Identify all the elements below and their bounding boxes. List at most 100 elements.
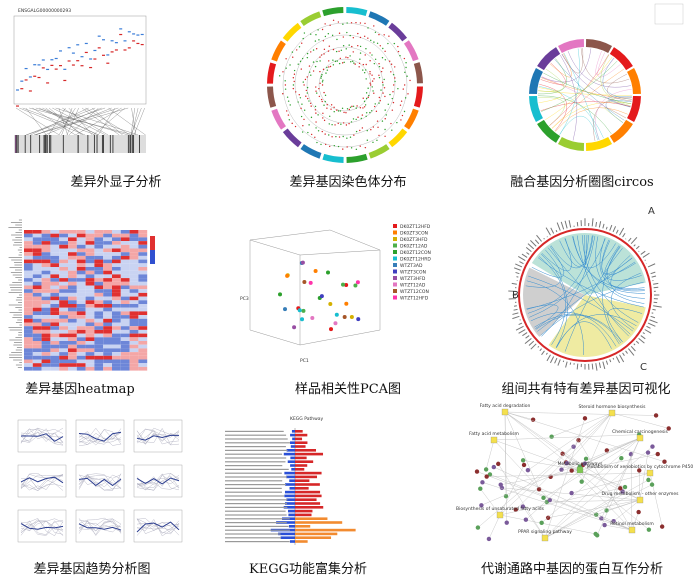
- heat-cell: [112, 337, 121, 341]
- dot: [367, 96, 369, 99]
- heat-cell: [94, 355, 104, 360]
- heat-cell: [129, 241, 139, 245]
- dot: [301, 57, 304, 60]
- bar: [512, 315, 520, 320]
- dot: [346, 31, 348, 34]
- caption: 样品相关性PCA图: [295, 382, 401, 397]
- edge: [486, 472, 651, 477]
- edge: [544, 446, 653, 539]
- legend-key: [393, 289, 397, 293]
- heat-cell: [50, 355, 60, 360]
- dot: [349, 106, 352, 108]
- heat-cell: [76, 304, 86, 308]
- dot: [378, 33, 380, 36]
- heat-cell: [85, 285, 95, 290]
- bar: [612, 357, 615, 360]
- chrom-arc: [537, 47, 561, 71]
- heat-cell: [76, 248, 86, 253]
- exon: [129, 135, 131, 153]
- trend-line: [78, 518, 122, 533]
- edge: [544, 458, 622, 539]
- bar: [525, 247, 532, 252]
- dot: [380, 89, 382, 91]
- heat-cell: [59, 333, 68, 338]
- edge: [596, 437, 641, 536]
- heat-cell: [50, 278, 60, 282]
- heat-cell: [24, 352, 33, 356]
- dot: [346, 146, 348, 148]
- heat-cell: [24, 307, 33, 312]
- dot: [323, 91, 325, 94]
- heat-cell: [138, 244, 148, 249]
- heat-cell: [112, 296, 121, 301]
- dot: [368, 94, 370, 97]
- legend-key: [393, 295, 397, 300]
- caption: KEGG功能富集分析: [249, 561, 367, 577]
- dot: [369, 60, 371, 62]
- dot: [303, 32, 306, 34]
- dot: [348, 44, 350, 46]
- edge: [504, 411, 583, 466]
- heat-cell: [59, 307, 68, 312]
- up-bar: [295, 517, 328, 520]
- dot: [310, 33, 312, 35]
- label-stub: [225, 453, 283, 455]
- heat-cell: [68, 322, 77, 327]
- dot: [363, 72, 366, 74]
- dot: [294, 125, 297, 128]
- dot: [371, 80, 374, 82]
- chord: [559, 235, 589, 267]
- bar: [530, 343, 537, 350]
- legend-key: [393, 269, 397, 274]
- pathway-label: Fatty acid degradation: [480, 403, 531, 409]
- dot: [338, 62, 341, 65]
- heat-cell: [112, 241, 121, 245]
- edge: [515, 412, 613, 510]
- dot: [310, 105, 312, 107]
- chrom-arc: [388, 128, 408, 148]
- heat-cell: [32, 248, 42, 253]
- bar: [595, 221, 598, 227]
- dot: [324, 94, 327, 97]
- trend-line: [78, 427, 122, 440]
- heat-cell: [41, 252, 51, 256]
- dot: [327, 50, 330, 52]
- chord: [538, 87, 562, 104]
- trend-line: [78, 431, 122, 445]
- heat-cell: [120, 341, 130, 345]
- dot: [329, 24, 331, 27]
- pca-point: [300, 317, 305, 322]
- bar: [647, 322, 656, 327]
- heat-cell: [32, 278, 42, 282]
- dot: [409, 79, 411, 82]
- heat-cell: [32, 263, 42, 267]
- heat-cell: [68, 318, 77, 323]
- heat-cell: [129, 263, 139, 267]
- dot: [327, 32, 330, 35]
- bar: [628, 348, 635, 356]
- mini-frame: [17, 419, 67, 453]
- heat-cell: [68, 274, 77, 279]
- sector: [548, 295, 646, 357]
- heat-cell: [85, 263, 95, 267]
- chord: [556, 321, 612, 349]
- dot: [354, 63, 356, 65]
- dot: [359, 145, 361, 147]
- colorbar-lo: [150, 250, 155, 264]
- heat-cell: [94, 296, 104, 301]
- edge: [482, 482, 633, 531]
- edge: [544, 484, 653, 539]
- heat-cell: [103, 304, 112, 308]
- heat-cell: [76, 230, 86, 234]
- heat-cell: [59, 355, 68, 360]
- dot: [393, 42, 396, 45]
- heat-cell: [32, 300, 42, 304]
- chord: [576, 235, 629, 337]
- trend-line: [20, 520, 64, 531]
- edge: [551, 412, 613, 437]
- heat-cell: [103, 252, 112, 256]
- dot: [342, 135, 344, 138]
- heat-cell: [112, 252, 121, 256]
- trend-mean: [78, 431, 122, 442]
- chrom-arc: [368, 11, 390, 26]
